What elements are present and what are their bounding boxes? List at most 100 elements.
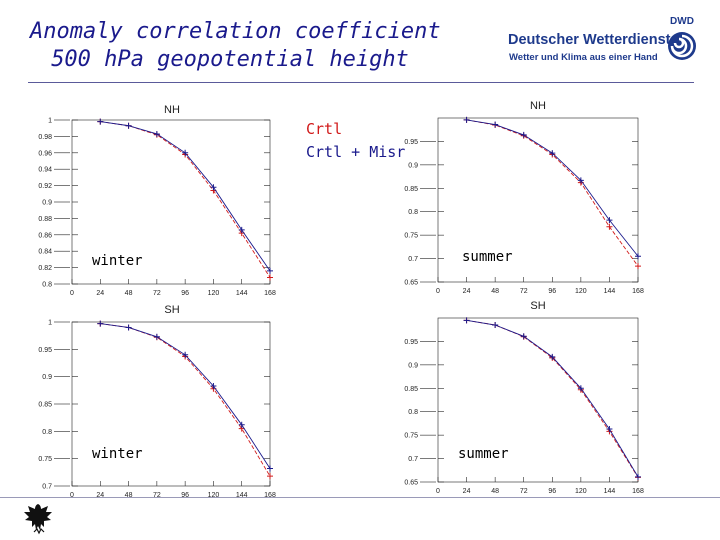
y-tick-label: 0.86 xyxy=(38,232,52,239)
y-tick-label: 0.9 xyxy=(408,162,418,169)
data-point-marker xyxy=(125,122,132,129)
x-tick-label: 96 xyxy=(548,488,556,495)
header-divider xyxy=(28,82,694,83)
panel-title: SH xyxy=(530,300,545,312)
y-tick-label: 0.95 xyxy=(38,347,52,354)
y-tick-label: 0.65 xyxy=(404,480,418,487)
data-point-marker xyxy=(492,121,499,128)
logo-name: Deutscher Wetterdienst xyxy=(508,32,671,48)
x-tick-label: 0 xyxy=(436,288,440,295)
data-point-marker xyxy=(210,382,217,389)
footer-divider xyxy=(0,497,720,498)
x-tick-label: 96 xyxy=(181,492,189,499)
legend: Crtl Crtl + Misr xyxy=(306,118,405,164)
x-tick-label: 96 xyxy=(181,290,189,297)
y-tick-label: 0.92 xyxy=(38,183,52,190)
y-tick-label: 0.84 xyxy=(38,249,52,256)
x-tick-label: 144 xyxy=(236,290,248,297)
data-point-marker xyxy=(182,149,189,156)
data-point-marker xyxy=(520,333,527,340)
data-point-marker xyxy=(267,267,273,274)
federal-eagle-icon xyxy=(24,504,52,535)
title-line-2: 500 hPa geopotential height xyxy=(51,47,409,72)
x-tick-label: 72 xyxy=(520,488,528,495)
data-point-marker xyxy=(549,150,556,157)
x-tick-label: 0 xyxy=(70,290,74,297)
data-point-marker xyxy=(463,116,470,123)
data-point-marker xyxy=(606,217,613,224)
data-point-marker xyxy=(492,322,499,329)
y-tick-label: 0.9 xyxy=(42,374,52,381)
dwd-logo: Deutscher Wetterdienst Wetter und Klima … xyxy=(508,12,708,72)
logo-subtitle: Wetter und Klima aus einer Hand xyxy=(509,52,658,63)
y-tick-label: 0.98 xyxy=(38,134,52,141)
panel-title: NH xyxy=(164,104,180,116)
x-tick-label: 0 xyxy=(70,492,74,499)
data-point-marker xyxy=(238,226,245,233)
x-tick-label: 120 xyxy=(208,290,220,297)
y-tick-label: 0.9 xyxy=(42,200,52,207)
y-tick-label: 0.82 xyxy=(38,265,52,272)
y-tick-label: 0.8 xyxy=(408,409,418,416)
slide-title: Anomaly correlation coefficient 500 hPa … xyxy=(30,18,441,74)
data-point-marker xyxy=(267,274,273,281)
data-point-marker xyxy=(463,317,470,324)
x-tick-label: 168 xyxy=(264,492,276,499)
data-point-marker xyxy=(97,118,104,125)
y-tick-label: 0.8 xyxy=(42,429,52,436)
season-label: summer xyxy=(458,446,509,462)
chart-panel-3: SH winter 0.7 0.75 0.8 0.85 0.9 0.95 1 0 24 48 72 96 1… xyxy=(38,304,276,499)
x-tick-label: 24 xyxy=(96,492,104,499)
season-label: winter xyxy=(92,446,143,462)
x-tick-label: 72 xyxy=(153,290,161,297)
panel-title: NH xyxy=(530,100,546,112)
data-point-marker xyxy=(210,184,217,191)
y-tick-label: 1 xyxy=(48,118,52,125)
y-tick-label: 1 xyxy=(48,320,52,327)
y-tick-label: 0.85 xyxy=(38,402,52,409)
x-tick-label: 144 xyxy=(604,488,616,495)
x-tick-label: 168 xyxy=(264,290,276,297)
x-tick-label: 48 xyxy=(491,488,499,495)
y-tick-label: 0.7 xyxy=(42,484,52,491)
dwd-mark-icon: DWD xyxy=(668,16,696,60)
series-line-1 xyxy=(466,119,639,267)
x-tick-label: 144 xyxy=(604,288,616,295)
y-tick-label: 0.65 xyxy=(404,280,418,287)
data-point-marker xyxy=(153,130,160,137)
x-tick-label: 144 xyxy=(236,492,248,499)
legend-item-crtl: Crtl xyxy=(306,120,343,138)
y-tick-label: 0.9 xyxy=(408,362,418,369)
series-line-2 xyxy=(466,119,639,257)
data-point-marker xyxy=(606,223,613,230)
data-point-marker xyxy=(635,263,641,270)
data-point-marker xyxy=(267,473,273,480)
x-tick-label: 24 xyxy=(463,488,471,495)
data-point-marker xyxy=(606,426,613,433)
data-point-marker xyxy=(577,385,584,392)
y-tick-label: 0.85 xyxy=(404,386,418,393)
y-tick-label: 0.95 xyxy=(404,139,418,146)
x-tick-label: 72 xyxy=(520,288,528,295)
plot-frame xyxy=(437,317,639,483)
x-tick-label: 120 xyxy=(575,488,587,495)
x-tick-label: 48 xyxy=(125,492,133,499)
data-point-marker xyxy=(238,421,245,428)
x-tick-label: 168 xyxy=(632,288,644,295)
x-tick-label: 72 xyxy=(153,492,161,499)
data-point-marker xyxy=(182,351,189,358)
x-tick-label: 24 xyxy=(96,290,104,297)
y-tick-label: 0.8 xyxy=(42,282,52,289)
x-tick-label: 24 xyxy=(463,288,471,295)
y-tick-label: 0.88 xyxy=(38,216,52,223)
season-label: winter xyxy=(92,253,143,269)
data-point-marker xyxy=(520,131,527,138)
y-tick-label: 0.75 xyxy=(38,456,52,463)
data-point-marker xyxy=(153,333,160,340)
data-point-marker xyxy=(635,253,641,260)
y-tick-label: 0.7 xyxy=(408,256,418,263)
y-tick-label: 0.96 xyxy=(38,150,52,157)
x-tick-label: 96 xyxy=(548,288,556,295)
y-tick-label: 0.85 xyxy=(404,186,418,193)
x-tick-label: 48 xyxy=(491,288,499,295)
